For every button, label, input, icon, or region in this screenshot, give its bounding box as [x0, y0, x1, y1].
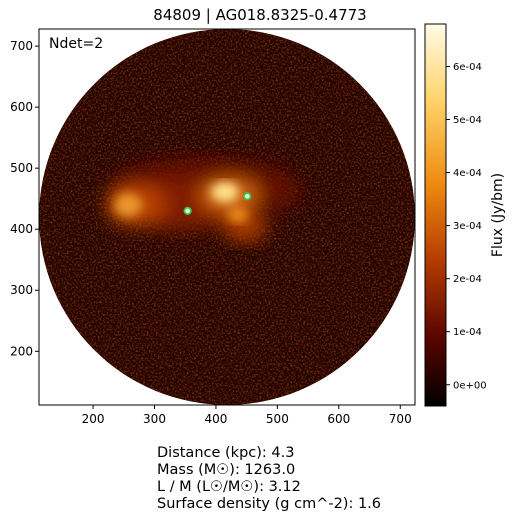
colorbar-tick-label: 6e-04 — [453, 62, 482, 73]
x-tick-label: 700 — [389, 412, 412, 426]
y-tick-label: 500 — [10, 161, 33, 175]
lm-text: L / M (L☉/M☉): 3.12 — [157, 479, 301, 495]
x-tick-label: 300 — [143, 412, 166, 426]
distance-text: Distance (kpc): 4.3 — [157, 445, 295, 461]
plot-title: 84809 | AG018.8325-0.4773 — [153, 6, 366, 24]
y-tick-label: 200 — [10, 344, 33, 358]
mass-text: Mass (M☉): 1263.0 — [157, 462, 296, 478]
colorbar: 0e+00 1e-04 2e-04 3e-04 4e-04 5e-04 6e-04 Flux… — [424, 23, 506, 407]
ndet-label: Ndet=2 — [49, 36, 103, 52]
x-tick-label: 500 — [266, 412, 289, 426]
y-tick-label: 700 — [10, 39, 33, 53]
y-axis: 200 300 400 500 600 700 — [10, 39, 39, 358]
detection-marker — [243, 192, 252, 201]
colorbar-tick-label: 0e+00 — [453, 380, 487, 391]
x-tick-label: 600 — [327, 412, 350, 426]
x-tick-label: 200 — [82, 412, 105, 426]
x-axis: 200 300 400 500 600 700 — [82, 405, 412, 426]
colorbar-label: Flux (Jy/bm) — [490, 173, 506, 257]
detection-marker — [183, 206, 192, 215]
y-tick-label: 300 — [10, 283, 33, 297]
detections — [183, 192, 252, 215]
image-panel: Ndet=2 200 300 400 500 600 700 200 300 400 500 60… — [10, 28, 416, 426]
colorbar-tick-label: 1e-04 — [453, 327, 482, 338]
flux-map — [39, 29, 415, 405]
colorbar-tick-label: 2e-04 — [453, 274, 482, 285]
colorbar-tick-label: 3e-04 — [453, 221, 482, 232]
y-tick-label: 400 — [10, 222, 33, 236]
colorbar-tick-label: 5e-04 — [453, 115, 482, 126]
colorbar-ticks: 0e+00 1e-04 2e-04 3e-04 4e-04 5e-04 6e-04 — [446, 62, 487, 391]
y-tick-label: 600 — [10, 100, 33, 114]
colorbar-tick-label: 4e-04 — [453, 168, 482, 179]
x-tick-label: 400 — [204, 412, 227, 426]
surface-density-text: Surface density (g cm^-2): 1.6 — [157, 496, 382, 512]
